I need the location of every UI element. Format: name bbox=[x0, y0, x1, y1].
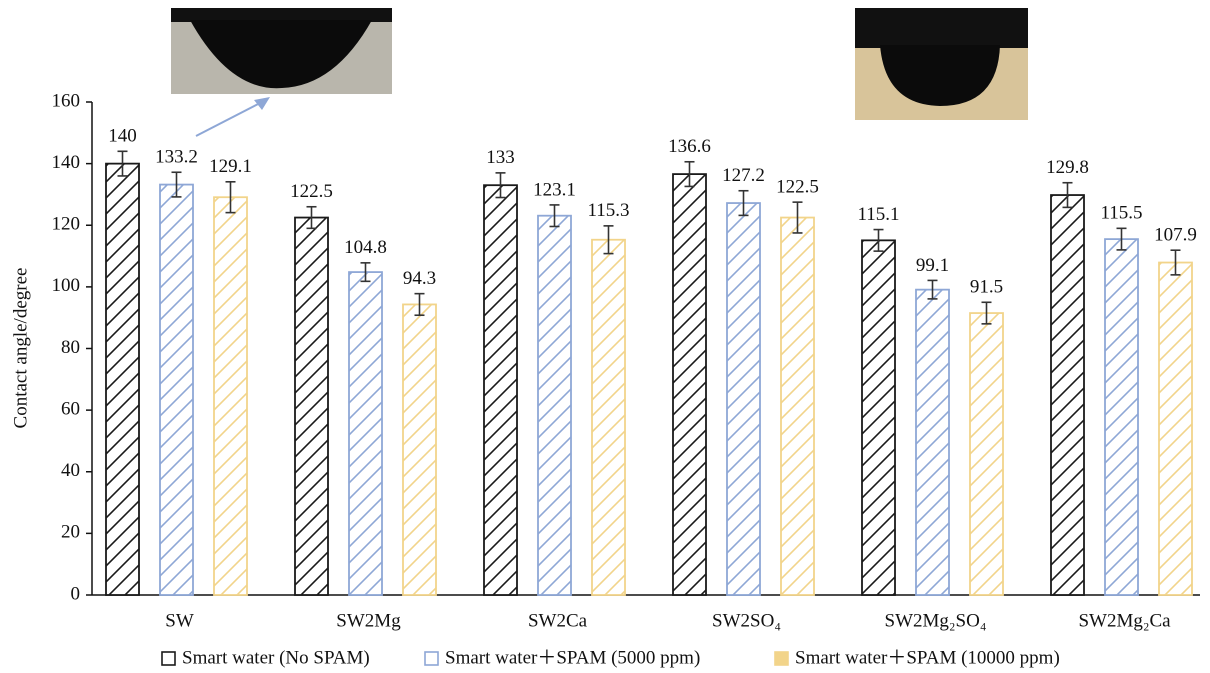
legend-label: Smart water＋SPAM (5000 ppm) bbox=[445, 647, 700, 668]
value-label: 122.5 bbox=[776, 177, 819, 198]
value-label: 107.9 bbox=[1154, 225, 1197, 246]
value-label: 140 bbox=[108, 126, 137, 147]
legend-label: Smart water (No SPAM) bbox=[182, 647, 370, 668]
bar bbox=[673, 174, 706, 595]
value-label: 115.3 bbox=[587, 200, 629, 221]
value-label: 136.6 bbox=[668, 136, 711, 157]
value-label: 94.3 bbox=[403, 268, 436, 289]
value-label: 104.8 bbox=[344, 237, 387, 258]
value-label: 123.1 bbox=[533, 179, 576, 200]
y-tick-label: 160 bbox=[52, 90, 81, 111]
y-tick-label: 60 bbox=[61, 398, 80, 419]
bar bbox=[484, 185, 517, 595]
droplet-photo-left bbox=[171, 8, 392, 94]
droplet-photo-right bbox=[855, 8, 1028, 120]
y-tick-label: 140 bbox=[52, 152, 81, 173]
bar bbox=[970, 313, 1003, 595]
arrow-head bbox=[254, 97, 270, 110]
y-tick-label: 100 bbox=[52, 275, 81, 296]
y-tick-label: 40 bbox=[61, 460, 80, 481]
value-label: 115.5 bbox=[1100, 203, 1142, 224]
value-label: 129.1 bbox=[209, 156, 252, 177]
bar bbox=[592, 240, 625, 595]
value-label: 127.2 bbox=[722, 165, 765, 186]
bar bbox=[295, 218, 328, 595]
y-axis-label: Contact angle/degree bbox=[10, 268, 31, 429]
bar bbox=[214, 197, 247, 595]
bar bbox=[160, 185, 193, 595]
bar bbox=[538, 216, 571, 595]
y-tick-label: 80 bbox=[61, 337, 80, 358]
value-label: 133.2 bbox=[155, 147, 198, 168]
y-tick-label: 0 bbox=[71, 583, 81, 604]
x-tick-label: SW2Mg bbox=[336, 610, 401, 631]
bar bbox=[1105, 239, 1138, 595]
y-tick-label: 120 bbox=[52, 214, 81, 235]
value-label: 129.8 bbox=[1046, 157, 1089, 178]
x-tick-label: SW bbox=[165, 610, 194, 631]
bar bbox=[403, 304, 436, 595]
bar bbox=[106, 164, 139, 595]
arrow bbox=[196, 102, 262, 136]
value-label: 133 bbox=[486, 147, 515, 168]
value-label: 99.1 bbox=[916, 255, 949, 276]
legend-swatch bbox=[425, 652, 438, 665]
y-tick-label: 20 bbox=[61, 522, 80, 543]
bar bbox=[781, 218, 814, 595]
x-tick-label: SW2Ca bbox=[528, 610, 588, 631]
x-tick-label: SW2Mg₂Ca bbox=[1078, 610, 1171, 631]
legend-swatch bbox=[162, 652, 175, 665]
bar bbox=[862, 240, 895, 595]
x-tick-label: SW2SO₄ bbox=[712, 610, 781, 631]
value-label: 122.5 bbox=[290, 181, 333, 202]
legend-swatch bbox=[775, 652, 788, 665]
bar bbox=[916, 290, 949, 595]
legend-label: Smart water＋SPAM (10000 ppm) bbox=[795, 647, 1060, 668]
bar bbox=[1051, 195, 1084, 595]
value-label: 91.5 bbox=[970, 277, 1003, 298]
x-tick-label: SW2Mg₂SO₄ bbox=[885, 610, 987, 631]
bar bbox=[1159, 263, 1192, 595]
bar bbox=[727, 203, 760, 595]
bar bbox=[349, 272, 382, 595]
chart: Contact angle/degree 0 20 40 60 80 100 120 140 1… bbox=[0, 0, 1210, 673]
value-label: 115.1 bbox=[857, 204, 899, 225]
